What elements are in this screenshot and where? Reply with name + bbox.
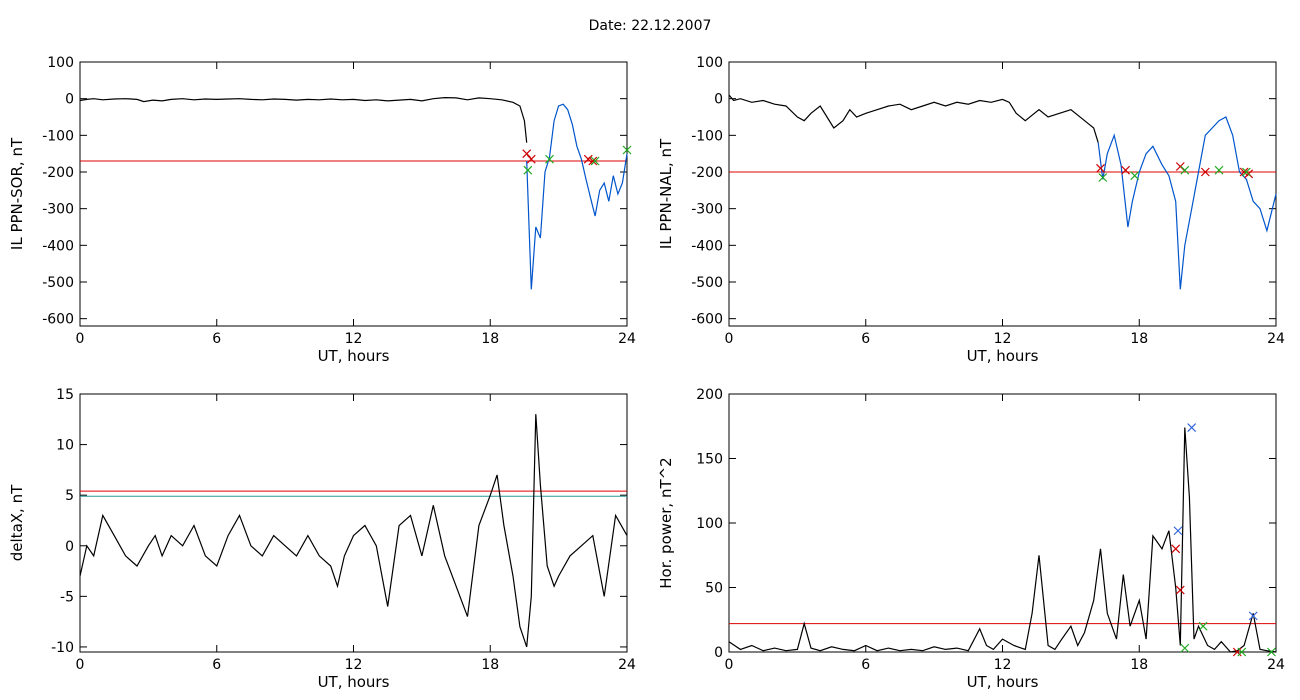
marker-point [1130,171,1140,181]
y-tick-label: 0 [65,92,74,108]
chart-panel-4: 0 6 12 18 24 200 150 100 50 0 UT, hours Hor. power,… [657,387,1285,691]
y-tick-label: 15 [56,387,74,403]
x-tick-label: 12 [994,331,1012,347]
x-tick-label: 24 [1267,331,1285,347]
marker-point [1171,544,1181,554]
y-tick-label: -300 [42,202,74,218]
x-axis-label: UT, hours [318,673,390,691]
y-tick-label: -100 [691,128,723,144]
page-title: Date: 22.12.2007 [588,18,712,34]
marker-point [1237,647,1247,657]
x-tick-label: 18 [481,331,499,347]
marker-point [1248,611,1258,621]
y-tick-label: -600 [42,312,74,328]
x-tick-label: 6 [861,657,870,673]
marker-point [1267,647,1276,657]
marker-point [622,145,632,155]
x-tick-label: 24 [618,331,636,347]
y-tick-label: 150 [696,452,723,468]
y-tick-label: -100 [42,128,74,144]
marker-point [1198,621,1208,631]
marker-point [1187,423,1197,432]
y-tick-label: 100 [696,55,723,71]
marker-point [1175,585,1185,595]
x-tick-label: 18 [1130,657,1148,673]
marker-point [1214,165,1224,175]
y-tick-label: -200 [42,165,74,181]
marker-point [588,156,598,166]
chart-panel-1: 0 6 12 18 24 100 0 -100 -200 -300 -400 -500 -600 UT, … [8,55,636,365]
marker-point [523,165,533,175]
series-line-2 [526,103,628,290]
y-axis-label: IL PPN-SOR, nT [8,137,26,250]
x-tick-label: 0 [725,657,734,673]
y-tick-label: -600 [691,312,723,328]
y-tick-label: 0 [714,92,723,108]
marker-point [1180,643,1190,653]
y-tick-label: -500 [691,275,723,291]
marker-point [1239,167,1249,177]
x-tick-label: 18 [481,657,499,673]
y-tick-label: -400 [691,238,723,254]
y-tick-label: 100 [47,55,74,71]
plot-frame [79,393,628,653]
y-tick-label: -10 [51,640,74,656]
series-line-1 [79,96,528,143]
x-tick-label: 12 [345,657,363,673]
x-axis-label: UT, hours [967,673,1039,691]
x-tick-label: 12 [994,657,1012,673]
y-axis-label: Hor. power, nT^2 [657,457,675,588]
x-tick-label: 6 [212,331,221,347]
marker-point [1096,163,1105,173]
marker-point [545,154,554,164]
x-tick-label: 24 [618,657,636,673]
marker-point [583,154,593,164]
marker-point [522,149,532,159]
marker-point [1200,167,1210,177]
y-tick-label: -5 [60,589,74,605]
marker-point [1175,162,1185,171]
marker-point [590,156,600,166]
y-tick-label: -400 [42,238,74,254]
y-tick-label: 0 [65,539,74,555]
y-tick-label: 200 [696,387,723,403]
y-tick-label: 10 [56,438,74,454]
series-line-1 [728,427,1277,653]
marker-point [1121,165,1130,175]
y-tick-label: 50 [705,581,723,597]
y-axis-label: IL PPN-NAL, nT [657,138,675,249]
chart-panel-2: 0 6 12 18 24 100 0 -100 -200 -300 -400 -500 -600 UT, … [657,55,1285,365]
y-tick-label: -200 [691,165,723,181]
x-tick-label: 6 [861,331,870,347]
series-line-1 [79,414,628,648]
x-axis-label: UT, hours [967,347,1039,365]
marker-point [1173,526,1183,536]
y-tick-label: 100 [696,516,723,532]
x-tick-label: 6 [212,657,221,673]
x-axis-label: UT, hours [318,347,390,365]
x-tick-label: 0 [76,657,85,673]
y-axis-label: deltaX, nT [8,484,26,561]
y-tick-label: 5 [65,488,74,504]
marker-point [1180,165,1190,175]
marker-point [1241,167,1251,177]
y-tick-label: -500 [42,275,74,291]
x-tick-label: 24 [1267,657,1285,673]
marker-point [526,154,536,164]
plot-frame [79,61,628,327]
x-tick-label: 0 [76,331,85,347]
y-tick-label: -300 [691,202,723,218]
y-tick-label: 0 [714,645,723,661]
x-tick-label: 0 [725,331,734,347]
series-line-1 [728,94,1099,143]
plot-frame [728,393,1277,653]
series-line-2 [1097,116,1277,290]
chart-panel-3: 0 6 12 18 24 15 10 5 0 -5 -10 UT, hours deltaX, nT [8,387,636,691]
x-tick-label: 18 [1130,331,1148,347]
marker-point [1098,173,1108,182]
x-tick-label: 12 [345,331,363,347]
